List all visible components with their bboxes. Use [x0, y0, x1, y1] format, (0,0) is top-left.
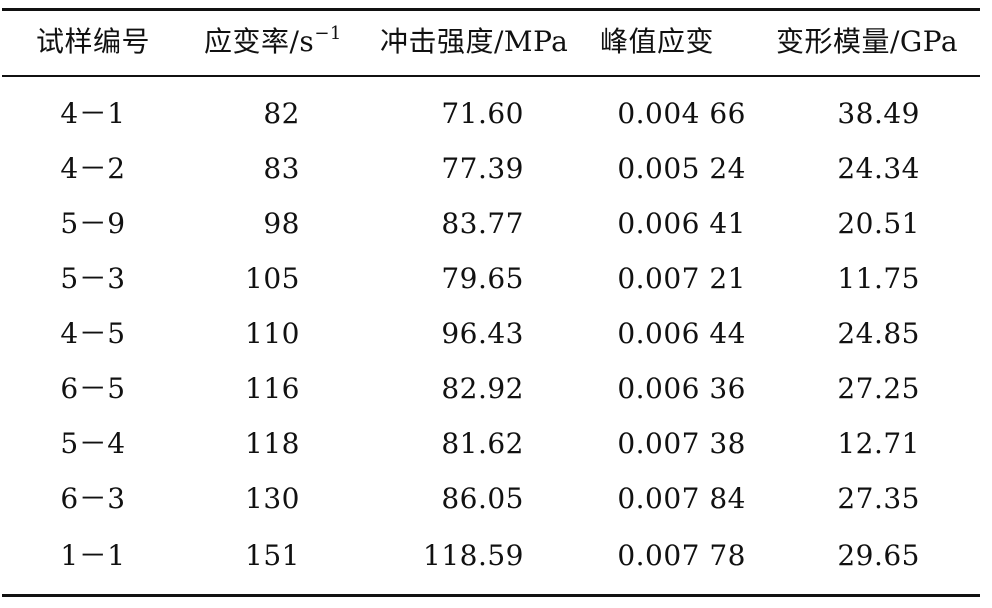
cell-peak-strain: 0.006 36: [617, 372, 746, 405]
cell-specimen-id: 5－9: [60, 207, 126, 240]
cell-specimen-id: 5－3: [60, 262, 126, 295]
table-bottom-rule: [2, 594, 980, 597]
cell-deformation-modulus: 38.49: [837, 97, 920, 130]
cell-peak-strain: 0.004 66: [617, 97, 746, 130]
cell-peak-strain: 0.007 21: [617, 262, 746, 295]
cell-strain-rate: 151: [245, 539, 300, 572]
cell-impact-strength: 71.60: [441, 97, 524, 130]
cell-peak-strain: 0.006 44: [617, 317, 746, 350]
cell-impact-strength: 118.59: [423, 539, 524, 572]
header-specimen-id: 试样编号: [35, 25, 150, 58]
cell-impact-strength: 81.62: [441, 427, 524, 460]
cell-specimen-id: 5－4: [60, 427, 126, 460]
cell-specimen-id: 4－1: [60, 97, 126, 130]
header-strain-rate: 应变率/s−1: [204, 22, 374, 62]
cell-specimen-id: 1－1: [60, 539, 126, 572]
cell-impact-strength: 79.65: [441, 262, 524, 295]
cell-deformation-modulus: 12.71: [837, 427, 920, 460]
table-top-rule: [2, 8, 980, 11]
cell-deformation-modulus: 20.51: [837, 207, 920, 240]
cell-strain-rate: 116: [245, 372, 300, 405]
cell-strain-rate: 110: [245, 317, 300, 350]
header-peak-strain: 峰值应变: [600, 25, 715, 58]
cell-deformation-modulus: 29.65: [837, 539, 920, 572]
cell-strain-rate: 118: [245, 427, 300, 460]
cell-impact-strength: 96.43: [441, 317, 524, 350]
cell-deformation-modulus: 27.25: [837, 372, 920, 405]
cell-specimen-id: 4－2: [60, 152, 126, 185]
cell-strain-rate: 82: [263, 97, 300, 130]
table-header-rule: [2, 75, 980, 77]
header-deformation-modulus: 变形模量/GPa: [776, 25, 959, 58]
cell-specimen-id: 4－5: [60, 317, 126, 350]
cell-strain-rate: 105: [245, 262, 300, 295]
cell-impact-strength: 83.77: [441, 207, 524, 240]
cell-peak-strain: 0.007 84: [617, 482, 746, 515]
cell-strain-rate: 98: [263, 207, 300, 240]
cell-strain-rate: 83: [263, 152, 300, 185]
cell-peak-strain: 0.007 38: [617, 427, 746, 460]
cell-specimen-id: 6－5: [60, 372, 126, 405]
cell-deformation-modulus: 11.75: [837, 262, 920, 295]
cell-deformation-modulus: 24.85: [837, 317, 920, 350]
cell-peak-strain: 0.006 41: [617, 207, 746, 240]
cell-impact-strength: 86.05: [441, 482, 524, 515]
cell-strain-rate: 130: [245, 482, 300, 515]
header-impact-strength: 冲击强度/MPa: [380, 25, 569, 58]
cell-peak-strain: 0.007 78: [617, 539, 746, 572]
cell-peak-strain: 0.005 24: [617, 152, 746, 185]
cell-impact-strength: 82.92: [441, 372, 524, 405]
cell-deformation-modulus: 24.34: [837, 152, 920, 185]
cell-specimen-id: 6－3: [60, 482, 126, 515]
header-strain-rate-label: 应变率/s: [204, 25, 315, 58]
header-strain-rate-exponent: −1: [314, 22, 342, 44]
cell-impact-strength: 77.39: [441, 152, 524, 185]
cell-deformation-modulus: 27.35: [837, 482, 920, 515]
